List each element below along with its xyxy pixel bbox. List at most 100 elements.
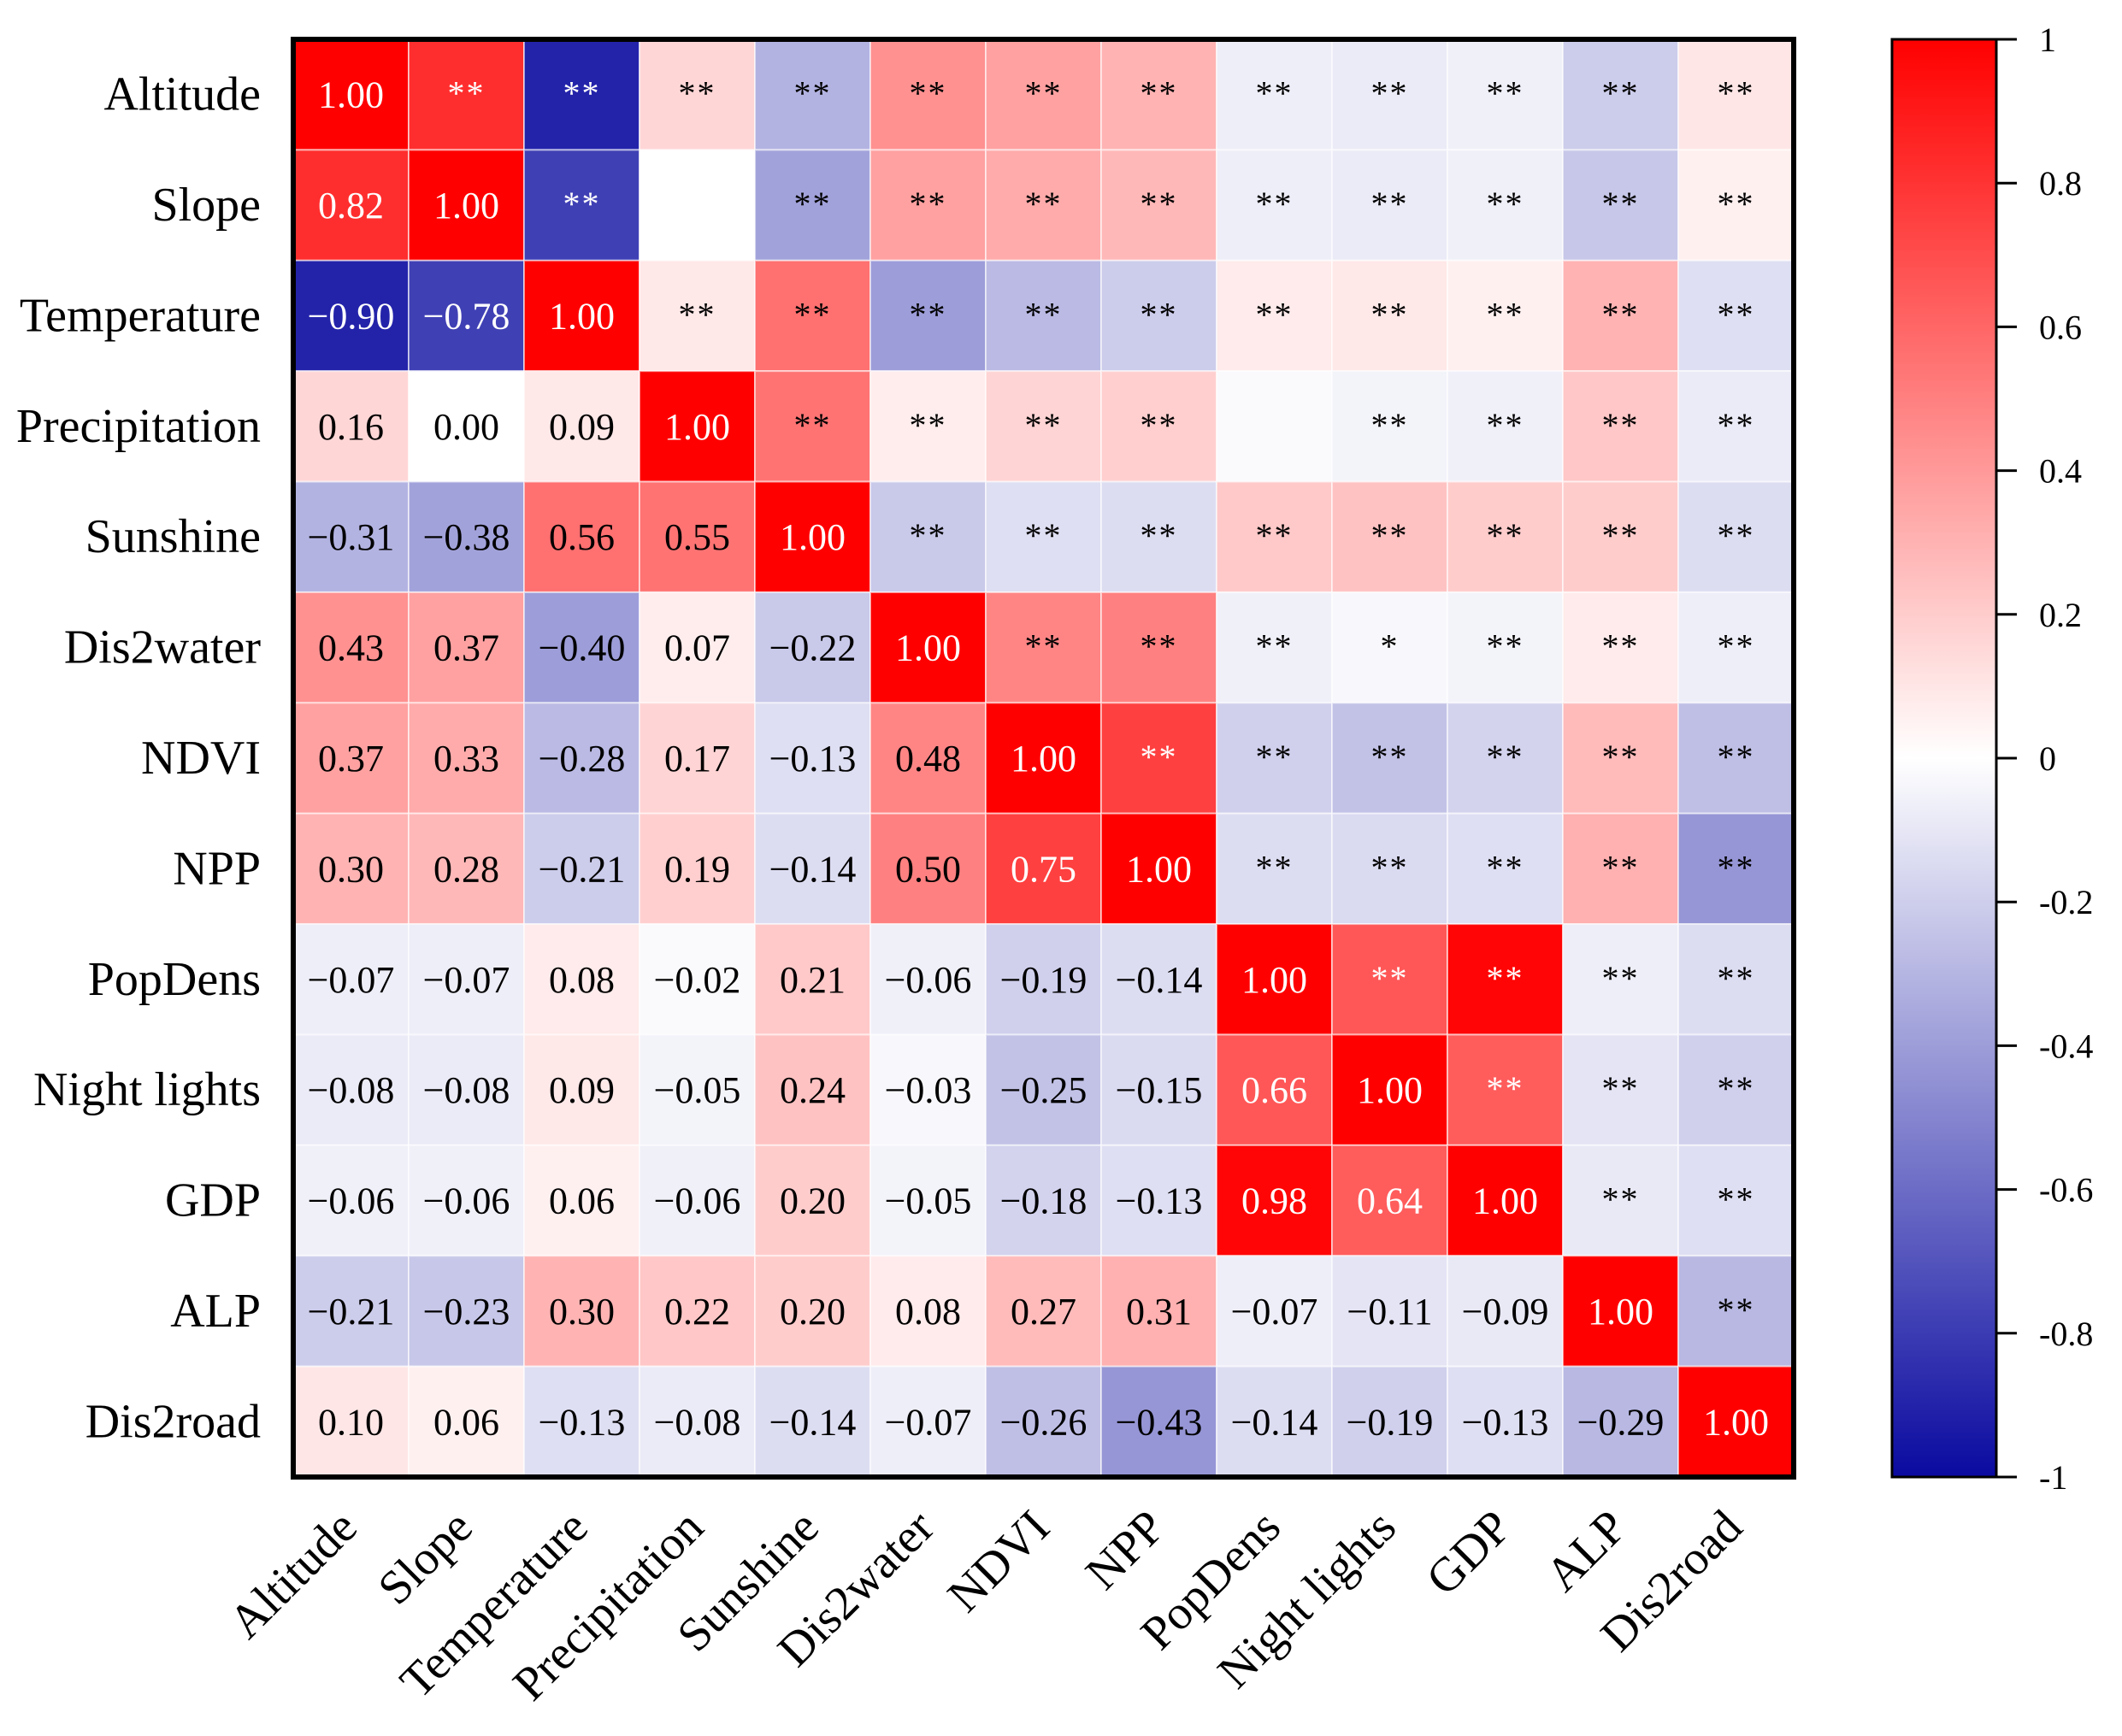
heatmap-cell [409, 1034, 525, 1146]
significance-mark: ** [448, 74, 486, 113]
correlation-value: −0.14 [769, 1401, 857, 1443]
heatmap-cell [1332, 924, 1448, 1036]
significance-mark: ** [1718, 74, 1755, 113]
heatmap-cell [1217, 1366, 1333, 1478]
heatmap-cell [1563, 260, 1679, 372]
correlation-value: 0.55 [664, 516, 730, 558]
correlation-value: 1.00 [1703, 1401, 1769, 1443]
column-label: Altitude [219, 1500, 368, 1649]
correlation-value: 0.31 [1126, 1291, 1192, 1333]
heatmap-cell [986, 1145, 1102, 1256]
significance-mark: ** [1141, 627, 1178, 666]
heatmap-cell [640, 371, 756, 483]
heatmap-cell [1678, 813, 1795, 925]
significance-mark: ** [910, 406, 947, 444]
correlation-value: 0.37 [318, 738, 384, 780]
significance-mark: ** [794, 295, 832, 333]
colorbar-tick-label: 0.2 [2039, 596, 2082, 634]
correlation-value: −0.22 [769, 627, 857, 669]
heatmap-cell [986, 703, 1102, 815]
colorbar-tick-label: -0.2 [2039, 883, 2093, 921]
heatmap-cell [1217, 150, 1333, 262]
correlation-value: −0.26 [1000, 1401, 1088, 1443]
significance-mark: ** [1256, 516, 1294, 555]
heatmap-cell [1447, 924, 1564, 1036]
correlation-value: −0.25 [1000, 1069, 1088, 1111]
significance-mark: ** [1718, 516, 1755, 555]
heatmap-cell [1101, 813, 1217, 925]
heatmap-cell [1563, 39, 1679, 150]
heatmap-cell [986, 39, 1102, 150]
heatmap-cell [409, 150, 525, 262]
heatmap-cell [640, 1034, 756, 1146]
colorbar-tick-label: -0.8 [2039, 1315, 2093, 1353]
heatmap-cell [986, 591, 1102, 703]
correlation-value: −0.13 [1116, 1180, 1203, 1222]
heatmap-cell [986, 260, 1102, 372]
significance-mark: ** [1718, 406, 1755, 444]
significance-mark: ** [1141, 74, 1178, 113]
heatmap-cell [1447, 1145, 1564, 1256]
heatmap-cell [1217, 260, 1333, 372]
correlation-value: −0.14 [769, 848, 857, 890]
heatmap-cell [640, 260, 756, 372]
heatmap-cell [1447, 703, 1564, 815]
correlation-value: 0.28 [433, 848, 499, 890]
column-label: ALP [1536, 1500, 1637, 1602]
significance-mark: ** [1487, 627, 1524, 666]
significance-mark: ** [1602, 406, 1640, 444]
significance-mark: ** [1718, 185, 1755, 223]
correlation-value: −0.14 [1231, 1401, 1318, 1443]
heatmap-cell [409, 813, 525, 925]
heatmap-cell [755, 260, 871, 372]
heatmap-cell [1563, 1256, 1679, 1368]
significance-mark: ** [1718, 738, 1755, 776]
heatmap-cell [1217, 813, 1333, 925]
heatmap-cell [870, 481, 987, 593]
correlation-value: −0.31 [308, 516, 395, 558]
heatmap-cell [870, 1366, 987, 1478]
heatmap-cell [524, 371, 640, 483]
heatmap-cell [293, 371, 410, 483]
heatmap-cell [870, 591, 987, 703]
heatmap-cell [293, 924, 410, 1036]
heatmap-cell [1678, 1145, 1795, 1256]
correlation-value: 0.27 [1011, 1291, 1076, 1333]
correlation-value: −0.38 [423, 516, 510, 558]
significance-mark: ** [1141, 406, 1178, 444]
heatmap-cell [1678, 591, 1795, 703]
heatmap-cell [1101, 1145, 1217, 1256]
heatmap-cell [1101, 1256, 1217, 1368]
heatmap-cell [524, 150, 640, 262]
heatmap-cell [755, 1145, 871, 1256]
heatmap-cell [1101, 260, 1217, 372]
heatmap-cell [524, 813, 640, 925]
heatmap-cell [755, 39, 871, 150]
heatmap-cell [755, 150, 871, 262]
heatmap-cell [755, 481, 871, 593]
column-label: GDP [1417, 1500, 1522, 1605]
correlation-value: 0.82 [318, 185, 384, 227]
colorbar-tick-label: 0.6 [2039, 308, 2082, 346]
heatmap-cell [1447, 260, 1564, 372]
correlation-value: 0.06 [549, 1180, 615, 1222]
heatmap-cell [409, 703, 525, 815]
heatmap-cell [870, 703, 987, 815]
heatmap-cell [1563, 1366, 1679, 1478]
heatmap-cell [1101, 703, 1217, 815]
correlation-value: 1.00 [549, 295, 615, 337]
correlation-value: −0.08 [654, 1401, 741, 1443]
heatmap-cell [1101, 924, 1217, 1036]
heatmap-cells: 1.00 ** ** ** ** ** ** ** ** ** ** ** ** 0.82 1.00 ** **… [292, 38, 1795, 1478]
heatmap-cell [1678, 39, 1795, 150]
significance-mark: ** [1025, 627, 1063, 666]
heatmap-cell [1217, 591, 1333, 703]
correlation-value: 0.08 [549, 959, 615, 1001]
correlation-value: 0.19 [664, 848, 730, 890]
correlation-value: 0.22 [664, 1291, 730, 1333]
colorbar-ticks: 1 0.8 0.6 0.4 0.2 0 -0.2 -0.4 -0.6 -0.8 -1 [1996, 21, 2093, 1497]
heatmap-cell [1563, 703, 1679, 815]
significance-mark: ** [1256, 295, 1294, 333]
correlation-value: 0.10 [318, 1401, 384, 1443]
significance-mark: ** [1371, 516, 1409, 555]
